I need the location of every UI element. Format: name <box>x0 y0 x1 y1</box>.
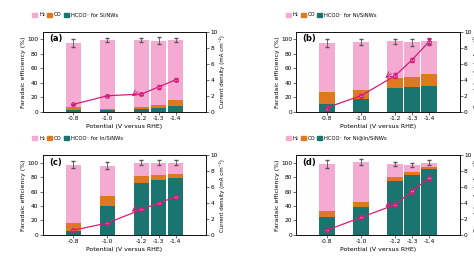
Bar <box>151 108 166 112</box>
Bar <box>404 165 420 172</box>
X-axis label: Potential (V versus RHE): Potential (V versus RHE) <box>86 124 163 129</box>
Bar <box>168 100 183 106</box>
Bar <box>100 40 115 109</box>
Y-axis label: Faradaic efficiency (%): Faradaic efficiency (%) <box>274 36 280 108</box>
Text: (d): (d) <box>303 158 317 167</box>
Bar <box>319 92 335 104</box>
Bar <box>134 176 149 183</box>
Legend: H₂, CO, HCOO⁻ for Ni@In/SiNWs: H₂, CO, HCOO⁻ for Ni@In/SiNWs <box>286 136 387 141</box>
Bar <box>387 78 403 88</box>
Bar <box>353 162 369 202</box>
Bar <box>66 107 81 110</box>
Bar <box>353 99 369 112</box>
Bar <box>421 74 437 86</box>
Bar <box>66 110 81 112</box>
Bar <box>134 163 149 176</box>
Bar <box>319 211 335 217</box>
Bar <box>168 178 183 235</box>
Bar <box>100 109 115 110</box>
Y-axis label: Current density (mA cm⁻²): Current density (mA cm⁻²) <box>219 36 225 108</box>
Y-axis label: Current density (mA cm⁻²): Current density (mA cm⁻²) <box>219 159 225 231</box>
Bar <box>319 164 335 211</box>
X-axis label: Potential (V versus RHE): Potential (V versus RHE) <box>340 124 416 129</box>
Text: (c): (c) <box>49 158 62 167</box>
X-axis label: Potential (V versus RHE): Potential (V versus RHE) <box>86 247 163 252</box>
Y-axis label: Faradaic efficiency (%): Faradaic efficiency (%) <box>21 159 26 231</box>
Bar <box>353 90 369 99</box>
Bar <box>151 163 166 175</box>
Bar <box>168 174 183 178</box>
Bar <box>421 41 437 74</box>
Bar <box>404 77 420 87</box>
Bar <box>100 206 115 235</box>
Bar <box>100 196 115 206</box>
Bar <box>134 109 149 112</box>
Bar <box>404 87 420 112</box>
Y-axis label: Current density (mA cm⁻²): Current density (mA cm⁻²) <box>473 159 474 231</box>
Legend: H₂, CO, HCOO⁻ for Si/NWs: H₂, CO, HCOO⁻ for Si/NWs <box>32 12 118 17</box>
Bar <box>66 223 81 231</box>
Bar <box>421 169 437 235</box>
Bar <box>387 181 403 235</box>
Bar <box>66 231 81 235</box>
Bar <box>387 164 403 177</box>
Bar <box>319 217 335 235</box>
X-axis label: Potential (V versus RHE): Potential (V versus RHE) <box>340 247 416 252</box>
Legend: H₂, CO, HCOO⁻ for In/SiNWs: H₂, CO, HCOO⁻ for In/SiNWs <box>32 136 123 141</box>
Bar <box>421 167 437 169</box>
Y-axis label: Faradaic efficiency (%): Faradaic efficiency (%) <box>274 159 280 231</box>
Bar <box>134 183 149 235</box>
Bar <box>151 180 166 235</box>
Bar <box>100 110 115 112</box>
Bar <box>387 41 403 78</box>
Bar <box>168 106 183 112</box>
Bar <box>353 207 369 235</box>
Bar <box>404 175 420 235</box>
Text: (a): (a) <box>49 34 63 44</box>
Y-axis label: Faradaic efficiency (%): Faradaic efficiency (%) <box>21 36 26 108</box>
Bar <box>151 175 166 180</box>
Bar <box>100 166 115 196</box>
Bar <box>404 172 420 175</box>
Bar <box>151 41 166 105</box>
Bar <box>353 202 369 207</box>
Bar <box>168 163 183 174</box>
Bar <box>404 42 420 77</box>
Bar <box>168 40 183 100</box>
Text: (b): (b) <box>303 34 317 44</box>
Bar <box>387 88 403 112</box>
Y-axis label: Current density (mA cm⁻²): Current density (mA cm⁻²) <box>473 36 474 108</box>
Bar <box>421 163 437 167</box>
Bar <box>387 177 403 181</box>
Bar <box>134 40 149 107</box>
Bar <box>319 104 335 112</box>
Bar <box>421 86 437 112</box>
Bar <box>66 165 81 223</box>
Bar <box>353 42 369 90</box>
Bar <box>151 105 166 108</box>
Bar <box>319 43 335 92</box>
Bar <box>66 43 81 107</box>
Legend: H₂, CO, HCOO⁻ for Ni/SiNWs: H₂, CO, HCOO⁻ for Ni/SiNWs <box>286 12 377 17</box>
Bar <box>134 107 149 109</box>
